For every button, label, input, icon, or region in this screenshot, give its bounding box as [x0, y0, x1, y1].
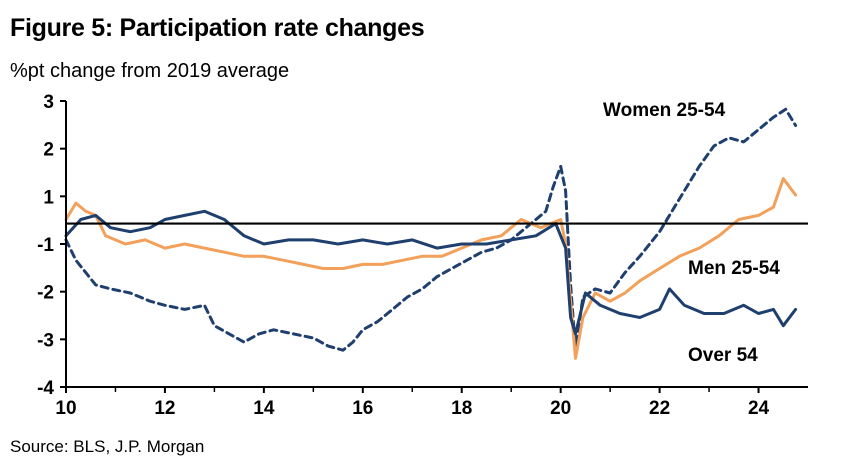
- x-tick-label: 10: [55, 398, 76, 419]
- series-layer: [64, 107, 798, 360]
- series-line-women-25-54: [64, 107, 798, 352]
- y-tick-label: -2: [37, 283, 54, 304]
- x-tick-label: 18: [451, 398, 472, 419]
- x-tick-label: 16: [352, 398, 373, 419]
- x-tick-label: 22: [649, 398, 670, 419]
- y-tick-label: 2: [43, 140, 54, 161]
- y-tick-label: 1: [43, 187, 54, 208]
- source-note: Source: BLS, J.P. Morgan: [10, 437, 205, 456]
- x-tick-label: 14: [253, 398, 275, 419]
- ticks-layer: 3 2 1 -1 -2 -3 -410 12 14 16 18 20 22 24: [37, 92, 769, 419]
- series-line-men-25-54: [64, 177, 798, 360]
- series-label-over54: Over 54: [688, 345, 758, 366]
- chart-subtitle: %pt change from 2019 average: [10, 60, 290, 82]
- series-label-women: Women 25-54: [603, 100, 726, 121]
- series-line-over-54: [64, 209, 798, 336]
- y-tick-label: -1: [37, 235, 54, 256]
- y-tick-label: -4: [37, 378, 54, 399]
- x-tick-label: 24: [748, 398, 770, 419]
- y-tick-label: 3: [43, 92, 54, 113]
- x-tick-label: 20: [550, 398, 571, 419]
- x-tick-label: 12: [154, 398, 175, 419]
- chart-title: Figure 5: Participation rate changes: [10, 14, 425, 42]
- y-tick-label: -3: [37, 330, 54, 351]
- series-label-men: Men 25-54: [688, 258, 780, 279]
- series-labels: Women 25-54 Men 25-54 Over 54: [603, 100, 780, 366]
